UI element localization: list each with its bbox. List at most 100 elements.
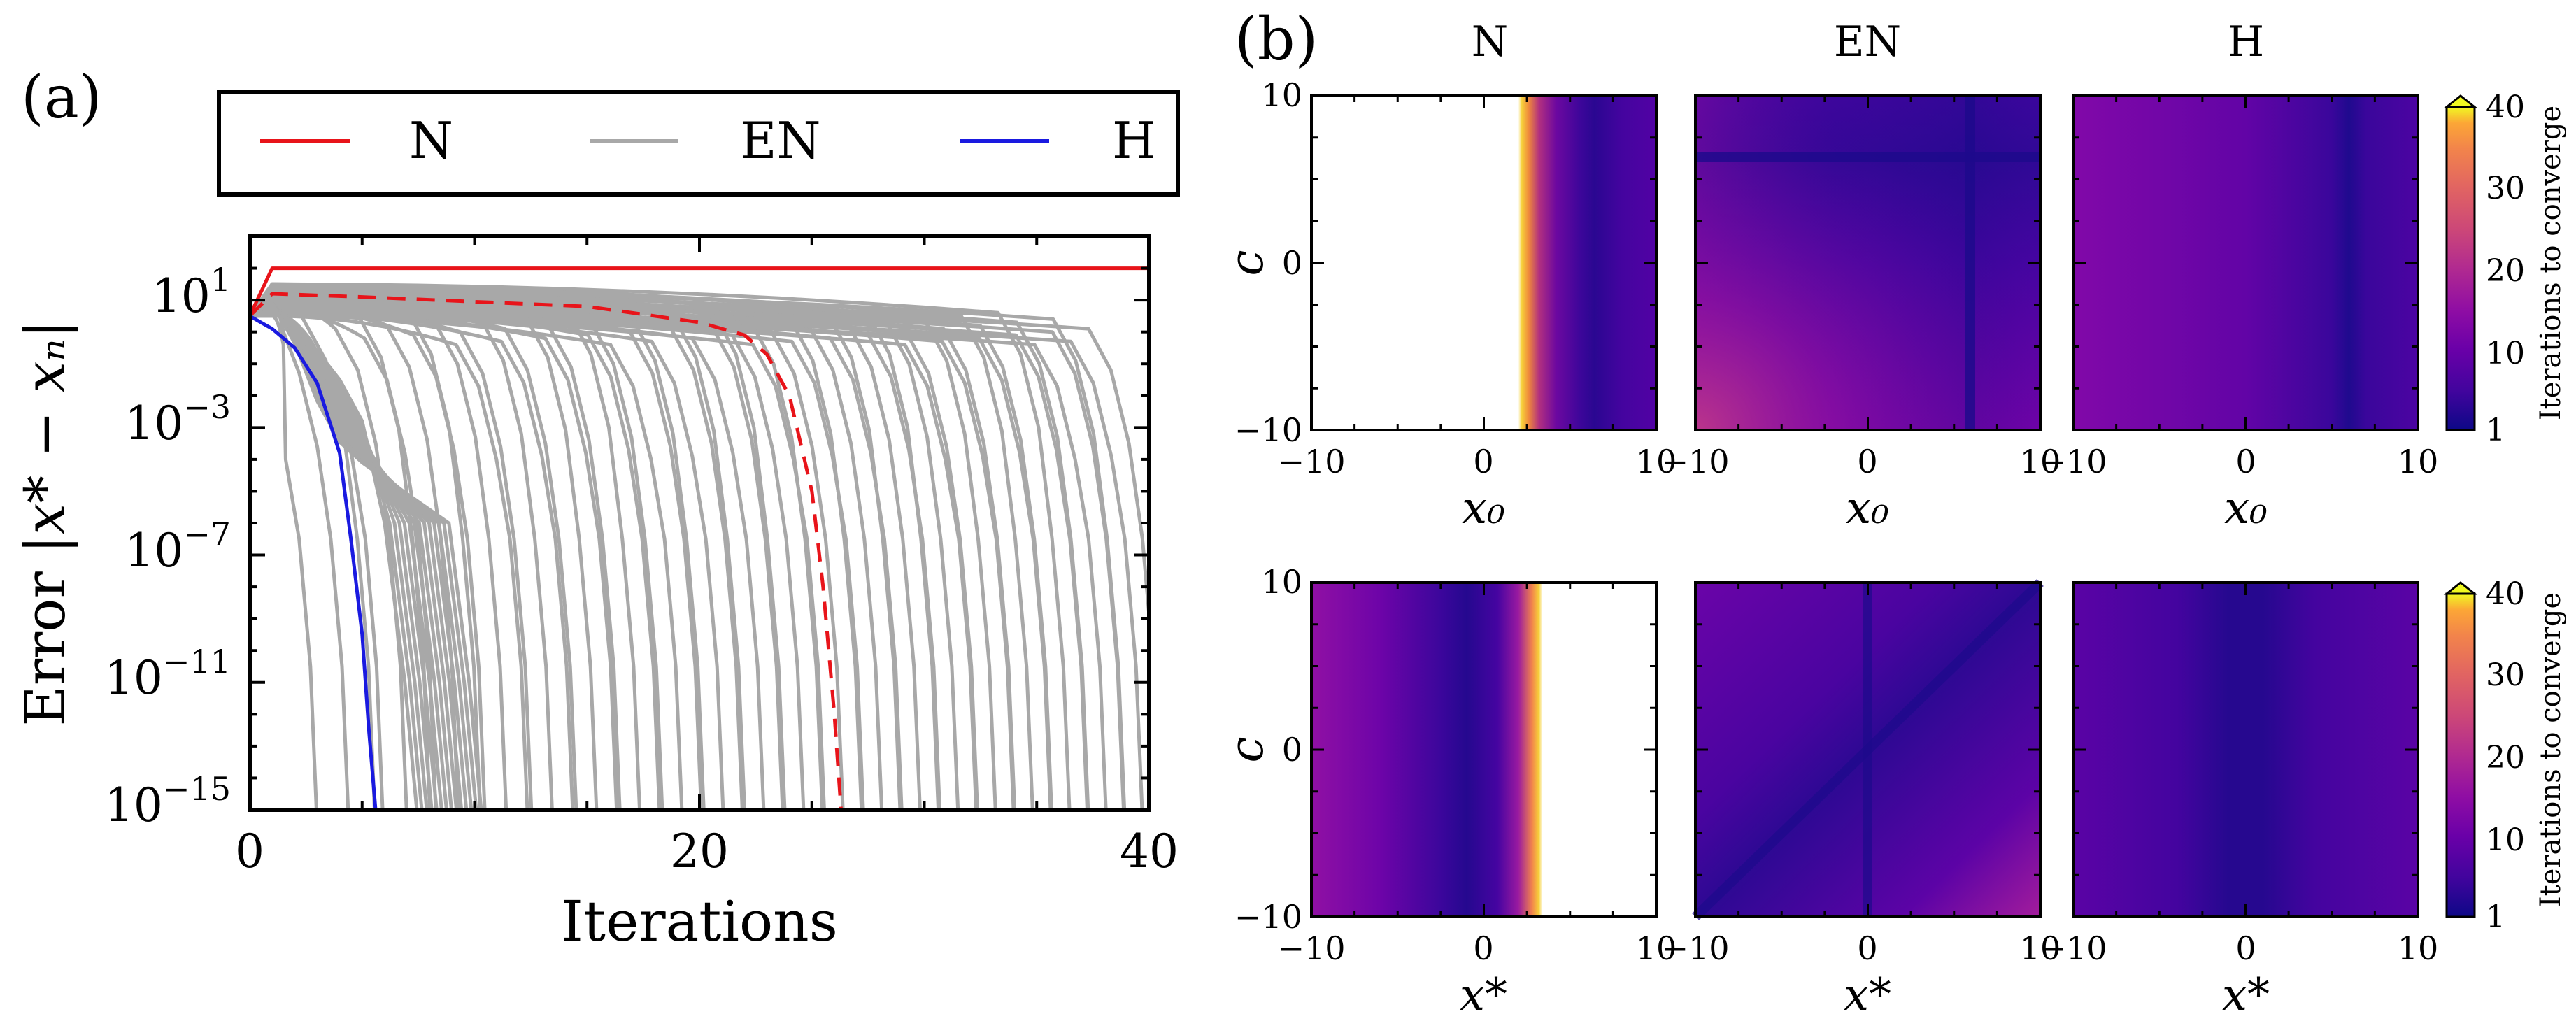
svg-text:30: 30 <box>2486 657 2525 693</box>
en-series-line <box>250 314 1108 810</box>
column-title-h: H <box>2228 17 2264 66</box>
xtick-label-0: 0 <box>235 824 264 878</box>
heatmap-ticks <box>1310 94 2419 918</box>
row1-xlabels: x₀ x₀ x₀ <box>1462 483 2268 534</box>
svg-text:x₀: x₀ <box>1846 483 1889 534</box>
colorbar-row1 <box>2443 94 2478 431</box>
svg-text:10: 10 <box>2398 929 2439 967</box>
en-series-line <box>250 301 1126 810</box>
svg-text:−10: −10 <box>2039 443 2107 480</box>
en-series-line <box>250 314 318 810</box>
svg-text:0: 0 <box>2235 443 2256 480</box>
row2-ytick-labels: 10 0 −10 <box>1234 563 1302 936</box>
en-series-line <box>250 285 902 810</box>
row2-xlabels: x* x* x* <box>1460 969 2270 1021</box>
legend-label-h: H <box>1112 111 1156 170</box>
svg-text:−10: −10 <box>1277 929 1345 967</box>
svg-text:x*: x* <box>2222 969 2270 1021</box>
en-series-line <box>250 301 424 810</box>
panel-a-label: (a) <box>21 63 102 131</box>
svg-text:x₀: x₀ <box>1462 483 1505 534</box>
xtick-label-40: 40 <box>1120 824 1179 878</box>
column-title-en: EN <box>1834 17 1901 66</box>
ytick-label: 101 <box>152 261 231 323</box>
line-plot-series <box>250 266 1149 810</box>
svg-text:1: 1 <box>2486 899 2505 935</box>
svg-text:0: 0 <box>1857 929 1877 967</box>
heatmap-h-x0 <box>2072 94 2419 431</box>
heatmap-h-xstar <box>2072 581 2419 918</box>
legend-label-n: N <box>409 111 453 170</box>
colorbar-row1-label: Iterations to converge <box>2535 106 2567 420</box>
heatmap-en-xstar <box>1692 578 2044 921</box>
svg-text:40: 40 <box>2486 90 2525 125</box>
legend-label-en: EN <box>740 111 821 170</box>
en-series-line <box>250 288 1127 810</box>
svg-text:−10: −10 <box>1661 443 1729 480</box>
plot-a-ylabel: Error |x* − xₙ| <box>13 320 78 726</box>
plot-a-ytick-labels: 101 10−3 10−7 10−11 10−15 <box>104 261 231 832</box>
svg-text:x₀: x₀ <box>2224 483 2268 534</box>
heatmap-n-xstar <box>1310 581 1658 918</box>
n-dashed-series-line <box>250 292 843 810</box>
svg-text:0: 0 <box>1473 443 1493 480</box>
legend: N EN H <box>217 90 1180 197</box>
svg-text:0: 0 <box>2235 929 2256 967</box>
svg-text:10: 10 <box>1636 443 1677 480</box>
en-series-line <box>250 282 1072 810</box>
panel-b-label: (b) <box>1234 5 1318 73</box>
svg-text:20: 20 <box>2486 740 2525 776</box>
svg-text:−10: −10 <box>2039 929 2107 967</box>
row2-ylabel: c <box>1220 737 1274 763</box>
heatmap-n-x0 <box>1310 94 1658 431</box>
svg-text:10: 10 <box>1636 929 1677 967</box>
colorbar-row2-ticks: 1 10 20 30 40 <box>2486 576 2525 935</box>
svg-text:10: 10 <box>2486 822 2525 858</box>
svg-text:−10: −10 <box>1277 443 1345 480</box>
plot-a-xtick-labels: 0 20 40 <box>235 824 1179 878</box>
en-series-line <box>250 304 1089 810</box>
en-series-line <box>250 298 1149 636</box>
ytick-label: 10−7 <box>124 515 231 578</box>
svg-text:10: 10 <box>2486 336 2525 371</box>
ytick-label: 10−15 <box>104 770 231 832</box>
ytick-label: 10−11 <box>104 643 231 705</box>
svg-text:0: 0 <box>1857 443 1877 480</box>
svg-text:1: 1 <box>2486 413 2505 448</box>
svg-text:0: 0 <box>1282 244 1302 282</box>
svg-text:−10: −10 <box>1234 411 1302 449</box>
svg-text:20: 20 <box>2486 253 2525 289</box>
svg-text:x*: x* <box>1460 969 1507 1021</box>
xtick-label-20: 20 <box>670 824 729 878</box>
svg-text:0: 0 <box>1473 929 1493 967</box>
column-title-n: N <box>1472 17 1509 66</box>
svg-text:x*: x* <box>1844 969 1891 1021</box>
heatmap-en-x0 <box>1694 94 2042 431</box>
row1-ytick-labels: 10 0 −10 <box>1234 76 1302 449</box>
ytick-label: 10−3 <box>124 388 231 450</box>
plot-a-ticks <box>248 235 1151 811</box>
svg-text:−10: −10 <box>1661 929 1729 967</box>
svg-text:10: 10 <box>1261 76 1302 114</box>
row1-xtick-labels: −10 0 10 −10 0 10 −10 0 10 <box>1277 443 2438 480</box>
row2-xtick-labels: −10 0 10 −10 0 10 −10 0 10 <box>1277 929 2438 967</box>
colorbar-row2 <box>2443 581 2478 918</box>
svg-text:10: 10 <box>2020 443 2061 480</box>
svg-text:−10: −10 <box>1234 898 1302 936</box>
en-series-line <box>250 292 1090 810</box>
h-series-line <box>250 314 378 810</box>
svg-text:10: 10 <box>2020 929 2061 967</box>
svg-text:0: 0 <box>1282 731 1302 769</box>
svg-text:10: 10 <box>2398 443 2439 480</box>
en-series-line <box>250 301 483 810</box>
colorbar-row2-label: Iterations to converge <box>2535 592 2567 907</box>
svg-text:30: 30 <box>2486 171 2525 206</box>
svg-text:40: 40 <box>2486 576 2525 612</box>
en-series-line <box>250 301 448 810</box>
colorbar-row1-ticks: 1 10 20 30 40 <box>2486 90 2525 448</box>
svg-text:10: 10 <box>1261 563 1302 601</box>
en-series-line <box>250 310 1144 810</box>
plot-a-xlabel: Iterations <box>561 889 838 954</box>
row1-ylabel: c <box>1220 250 1274 276</box>
en-series-line <box>250 288 554 810</box>
